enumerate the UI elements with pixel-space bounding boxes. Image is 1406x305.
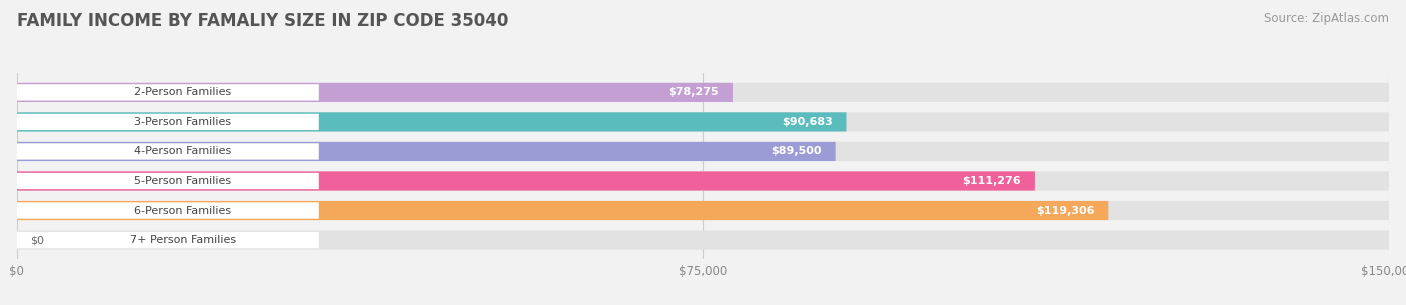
FancyBboxPatch shape — [17, 232, 319, 248]
FancyBboxPatch shape — [17, 142, 1389, 161]
Text: 7+ Person Families: 7+ Person Families — [129, 235, 236, 245]
Text: 6-Person Families: 6-Person Families — [135, 206, 232, 216]
FancyBboxPatch shape — [17, 173, 319, 189]
FancyBboxPatch shape — [17, 171, 1035, 191]
Text: $90,683: $90,683 — [782, 117, 832, 127]
FancyBboxPatch shape — [17, 114, 319, 130]
FancyBboxPatch shape — [17, 112, 846, 131]
FancyBboxPatch shape — [17, 142, 835, 161]
FancyBboxPatch shape — [17, 143, 319, 160]
FancyBboxPatch shape — [17, 201, 1108, 220]
Text: $119,306: $119,306 — [1036, 206, 1095, 216]
FancyBboxPatch shape — [17, 83, 733, 102]
Text: FAMILY INCOME BY FAMALIY SIZE IN ZIP CODE 35040: FAMILY INCOME BY FAMALIY SIZE IN ZIP COD… — [17, 12, 508, 30]
Text: 2-Person Families: 2-Person Families — [135, 88, 232, 97]
Text: $89,500: $89,500 — [772, 146, 823, 156]
Text: Source: ZipAtlas.com: Source: ZipAtlas.com — [1264, 12, 1389, 25]
FancyBboxPatch shape — [17, 231, 1389, 250]
Text: $111,276: $111,276 — [963, 176, 1021, 186]
FancyBboxPatch shape — [17, 112, 1389, 131]
Text: 3-Person Families: 3-Person Families — [135, 117, 232, 127]
FancyBboxPatch shape — [17, 84, 319, 101]
Text: 5-Person Families: 5-Person Families — [135, 176, 232, 186]
Text: $78,275: $78,275 — [669, 88, 720, 97]
FancyBboxPatch shape — [17, 83, 1389, 102]
Text: 4-Person Families: 4-Person Families — [135, 146, 232, 156]
FancyBboxPatch shape — [17, 201, 1389, 220]
Text: $0: $0 — [31, 235, 45, 245]
FancyBboxPatch shape — [17, 171, 1389, 191]
FancyBboxPatch shape — [17, 202, 319, 219]
